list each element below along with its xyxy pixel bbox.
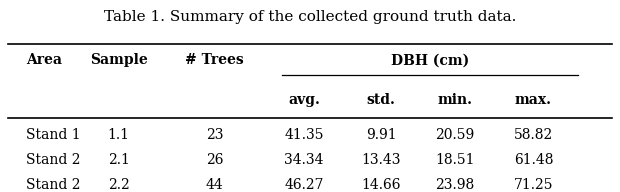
Text: 9.91: 9.91 [366, 128, 396, 142]
Text: # Trees: # Trees [185, 53, 244, 67]
Text: Table 1. Summary of the collected ground truth data.: Table 1. Summary of the collected ground… [104, 10, 516, 24]
Text: 14.66: 14.66 [361, 178, 401, 192]
Text: 2.2: 2.2 [108, 178, 130, 192]
Text: Area: Area [26, 53, 62, 67]
Text: 71.25: 71.25 [514, 178, 553, 192]
Text: DBH (cm): DBH (cm) [391, 53, 469, 67]
Text: 13.43: 13.43 [361, 153, 401, 167]
Text: Stand 2: Stand 2 [26, 153, 81, 167]
Text: 44: 44 [205, 178, 223, 192]
Text: 34.34: 34.34 [284, 153, 324, 167]
Text: 20.59: 20.59 [435, 128, 475, 142]
Text: 41.35: 41.35 [284, 128, 324, 142]
Text: 46.27: 46.27 [284, 178, 324, 192]
Text: Sample: Sample [90, 53, 148, 67]
Text: std.: std. [366, 93, 396, 107]
Text: Stand 1: Stand 1 [26, 128, 81, 142]
Text: 23.98: 23.98 [435, 178, 475, 192]
Text: Stand 2: Stand 2 [26, 178, 81, 192]
Text: 61.48: 61.48 [514, 153, 553, 167]
Text: 18.51: 18.51 [435, 153, 475, 167]
Text: 58.82: 58.82 [514, 128, 553, 142]
Text: 26: 26 [206, 153, 223, 167]
Text: 1.1: 1.1 [108, 128, 130, 142]
Text: avg.: avg. [288, 93, 320, 107]
Text: 2.1: 2.1 [108, 153, 130, 167]
Text: min.: min. [438, 93, 472, 107]
Text: 23: 23 [206, 128, 223, 142]
Text: max.: max. [515, 93, 552, 107]
